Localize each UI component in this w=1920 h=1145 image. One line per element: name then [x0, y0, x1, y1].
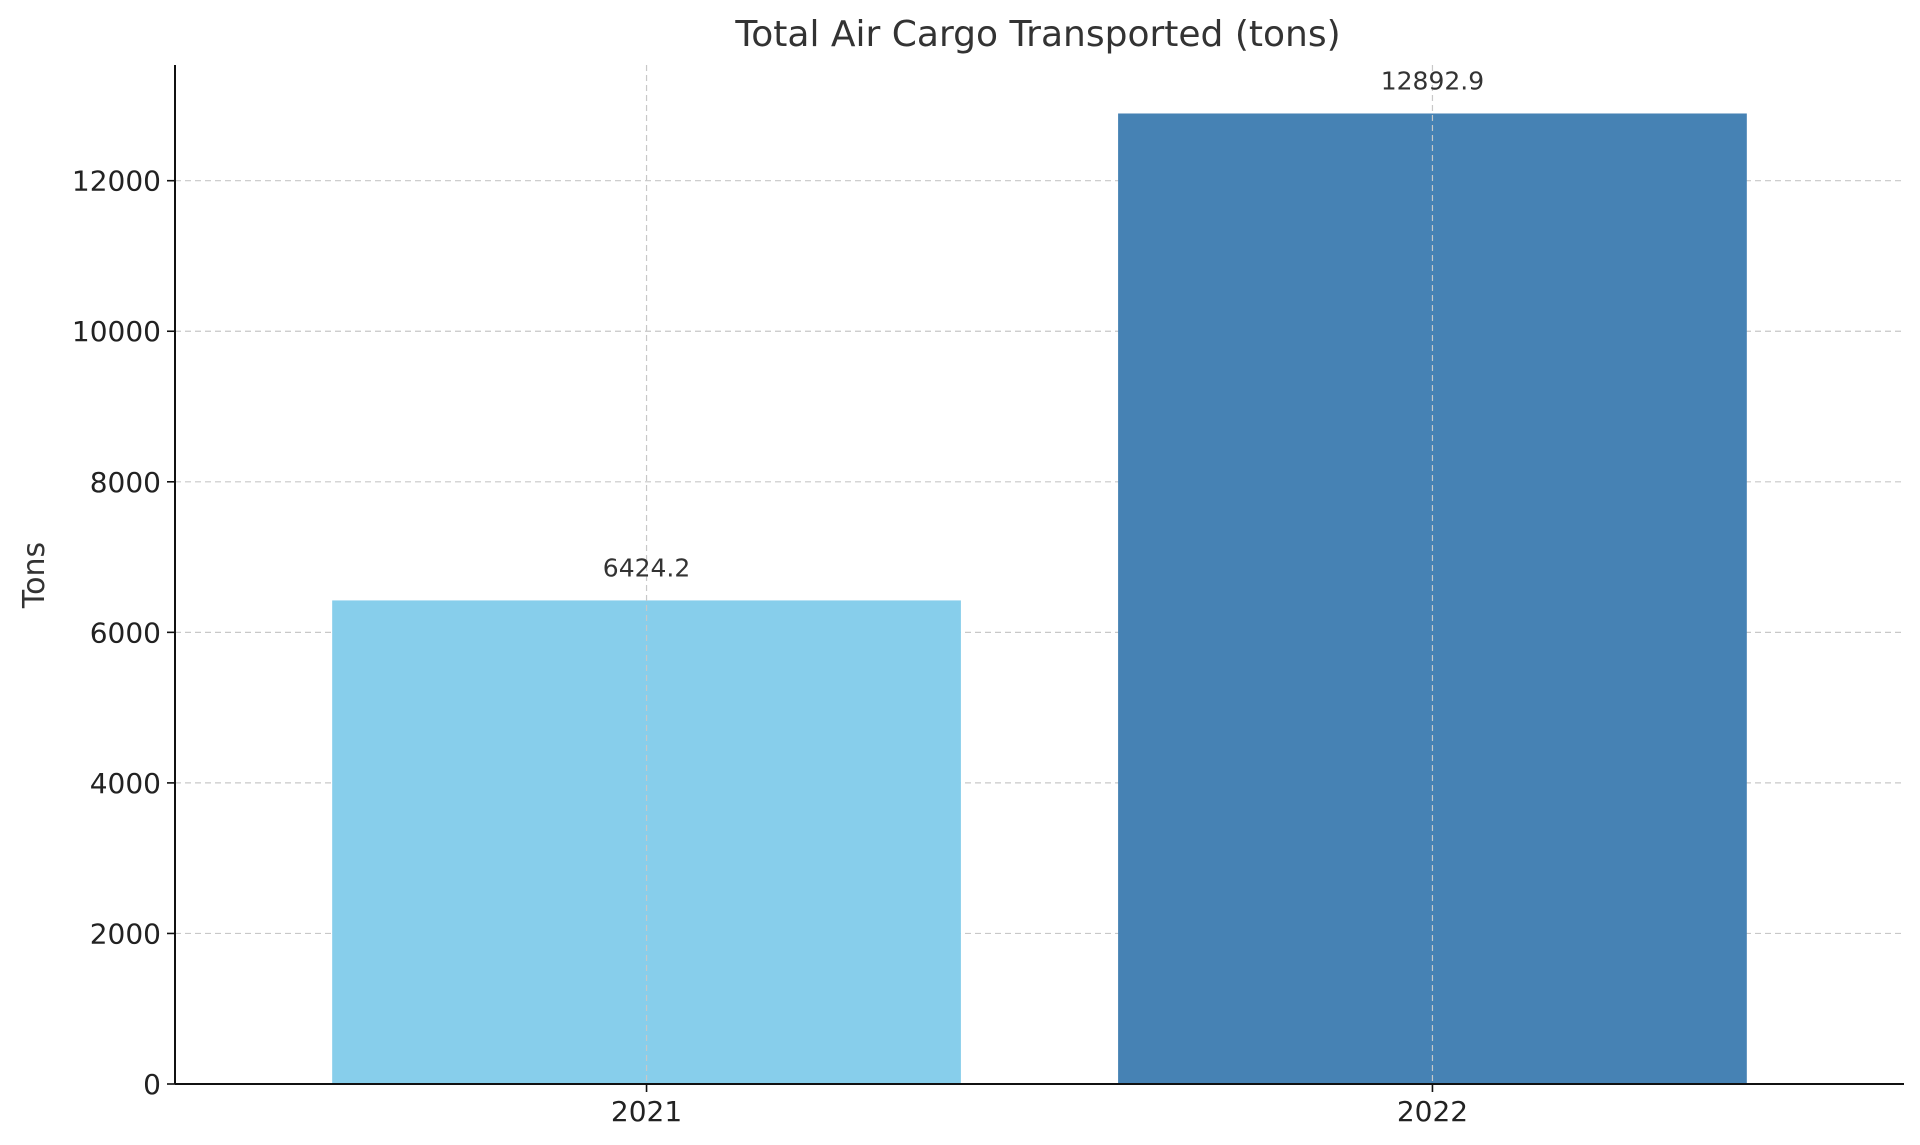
x-tick-label: 2021 — [611, 1095, 682, 1128]
x-tick-label: 2022 — [1397, 1095, 1468, 1128]
data-label-2021: 6424.2 — [603, 553, 690, 582]
y-tick-label: 2000 — [90, 917, 161, 950]
bars-layer — [332, 113, 1747, 1084]
chart-title: Total Air Cargo Transported (tons) — [734, 14, 1340, 55]
ticks-layer: 0 2000 4000 6000 8000 10000 12000 2021 2022 — [72, 165, 1468, 1128]
y-tick-label: 10000 — [72, 315, 161, 348]
bar-2021 — [332, 600, 961, 1084]
data-labels-layer: 6424.2 12892.9 — [603, 66, 1484, 582]
y-tick-label: 4000 — [90, 767, 161, 800]
y-axis-label: Tons — [17, 542, 52, 609]
y-tick-label: 0 — [143, 1068, 161, 1101]
axes-layer — [174, 65, 1904, 1085]
y-tick-label: 8000 — [90, 466, 161, 499]
data-label-2022: 12892.9 — [1381, 66, 1484, 95]
y-tick-label: 6000 — [90, 616, 161, 649]
y-tick-label: 12000 — [72, 165, 161, 198]
